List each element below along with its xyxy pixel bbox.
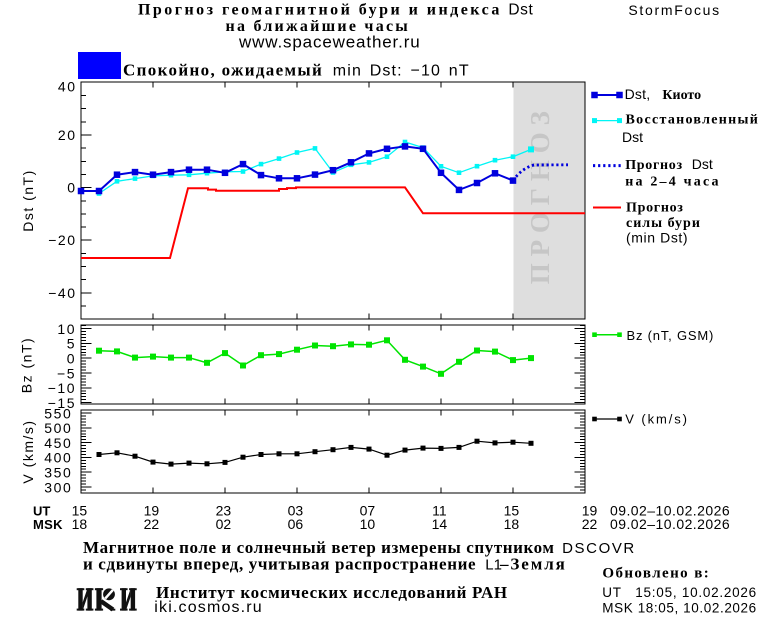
svg-text:на 2–4 часа: на 2–4 часа [625,175,721,190]
svg-text:550: 550 [44,405,72,421]
svg-text:500: 500 [44,420,72,436]
svg-text:450: 450 [44,435,72,451]
svg-text:0: 0 [67,180,76,196]
svg-text:ПРОГНОЗ: ПРОГНОЗ [525,104,555,284]
svg-text:0: 0 [67,351,76,367]
svg-text:Киото: Киото [662,88,701,103]
svg-text:07: 07 [360,503,376,519]
svg-text:Прогноз: Прогноз [626,201,684,216]
svg-text:15: 15 [504,503,520,519]
svg-text:22: 22 [144,516,160,532]
svg-text:Dst: Dst [508,1,533,18]
svg-text:DSCOVR: DSCOVR [562,540,636,557]
svg-text:V (km/s): V (km/s) [625,412,689,427]
svg-text:(min Dst): (min Dst) [626,230,688,246]
svg-text:Bz (nT, GSM): Bz (nT, GSM) [627,328,715,343]
svg-text:06: 06 [288,516,304,532]
svg-text:18: 18 [504,516,520,532]
svg-text:Dst: Dst [692,156,713,172]
svg-text:MSK: MSK [33,517,63,532]
svg-text:Восстановленный: Восстановленный [626,113,760,128]
svg-text:силы бури: силы бури [626,216,701,231]
svg-text:23: 23 [216,503,232,519]
svg-text:19: 19 [582,503,598,519]
svg-text:www.spaceweather.ru: www.spaceweather.ru [238,33,421,52]
svg-text:и сдвинуты вперед, учитывая ра: и сдвинуты вперед, учитывая распростране… [83,555,476,574]
svg-text:на ближайшие часы: на ближайшие часы [226,18,411,35]
svg-text:−40: −40 [48,285,76,301]
svg-text:iki.cosmos.ru: iki.cosmos.ru [154,599,263,616]
svg-text:10: 10 [360,516,376,532]
svg-text:300: 300 [44,479,72,495]
svg-text:Bz (nT): Bz (nT) [18,337,34,393]
svg-text:–Земля: –Земля [499,555,567,574]
svg-text:L1: L1 [485,557,502,574]
svg-text:350: 350 [44,464,72,480]
svg-text:14: 14 [432,516,448,532]
svg-text:−10: −10 [48,380,76,396]
svg-text:5: 5 [67,336,76,352]
svg-text:−20: −20 [48,232,76,248]
svg-text:−5: −5 [57,365,76,381]
svg-text:MSK 18:05, 10.02.2026: MSK 18:05, 10.02.2026 [602,601,756,616]
svg-text:UT: UT [33,504,50,519]
svg-text:19: 19 [144,503,160,519]
svg-text:18: 18 [72,516,88,532]
svg-text:−15: −15 [48,395,76,411]
svg-text:15: 15 [72,503,88,519]
svg-text:StormFocus: StormFocus [628,2,720,18]
svg-text:Обновлено в:: Обновлено в: [602,566,710,582]
svg-text:02: 02 [216,516,232,532]
svg-text:20: 20 [58,127,77,143]
svg-text:UT 15:05, 10.02.2026: UT 15:05, 10.02.2026 [602,585,757,600]
svg-text:Прогноз: Прогноз [625,158,683,173]
svg-text:Магнитное поле и солнечный вет: Магнитное поле и солнечный ветер измерен… [83,538,555,557]
svg-text:22: 22 [582,516,598,532]
svg-text:Dst: Dst [622,129,643,145]
svg-text:Прогноз геомагнитной бури и ин: Прогноз геомагнитной бури и индекса [138,1,502,18]
svg-text:03: 03 [288,503,304,519]
svg-text:10: 10 [57,321,76,337]
svg-text:min Dst: −10 nT: min Dst: −10 nT [333,63,470,80]
svg-text:Институт космических исследова: Институт космических исследований РАН [156,583,508,602]
svg-text:Dst (nT): Dst (nT) [20,169,36,232]
svg-text:Спокойно, ожидаемый: Спокойно, ожидаемый [123,61,323,80]
svg-text:09.02–10.02.2026: 09.02–10.02.2026 [610,516,730,532]
svg-text:400: 400 [44,450,72,466]
svg-text:Dst,: Dst, [625,86,651,102]
svg-text:V (km/s): V (km/s) [20,419,36,483]
svg-text:40: 40 [58,78,77,94]
svg-text:11: 11 [432,503,447,519]
svg-text:09.02–10.02.2026: 09.02–10.02.2026 [610,503,730,519]
